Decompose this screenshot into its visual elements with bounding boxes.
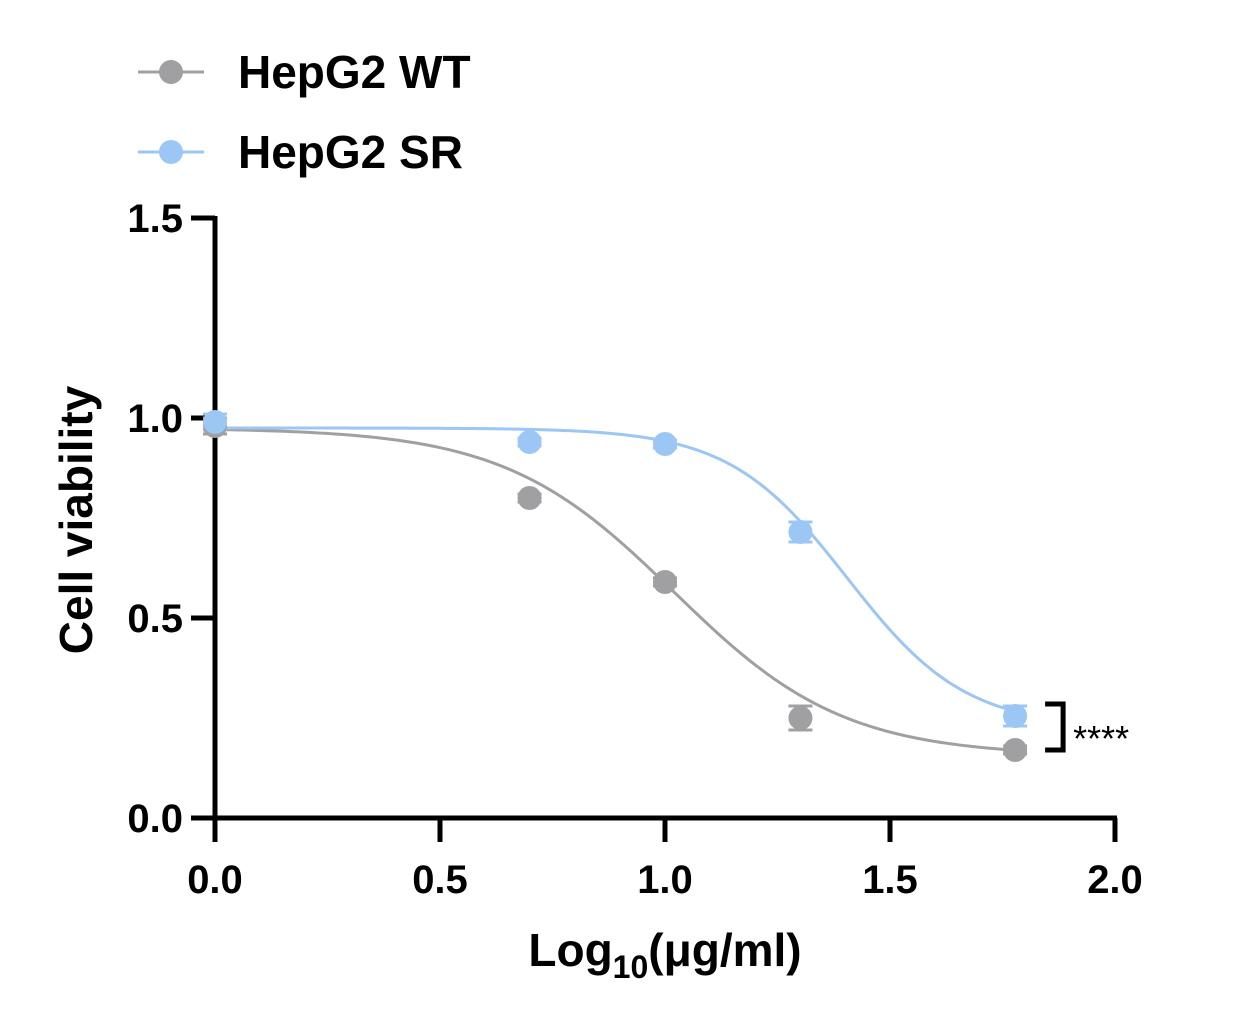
x-ticks: 0.0 0.5 1.0 1.5 2.0 xyxy=(187,818,1143,902)
y-tick-label: 1.5 xyxy=(127,197,183,241)
y-axis-title: Cell viability xyxy=(50,385,102,654)
significance-annotation: **** xyxy=(1045,701,1129,759)
legend-marker-sr xyxy=(159,140,183,164)
x-tick-label: 2.0 xyxy=(1087,858,1143,902)
data-point-sr xyxy=(788,520,813,544)
data-point-wt xyxy=(653,570,677,594)
legend-item-wt: HepG2 WT xyxy=(138,46,471,98)
axes: 0.0 0.5 1.0 1.5 0.0 0.5 1.0 1.5 2.0 xyxy=(127,197,1142,902)
legend-item-sr: HepG2 SR xyxy=(138,126,463,178)
x-tick-label: 0.0 xyxy=(187,858,243,902)
x-tick-label: 1.5 xyxy=(862,858,918,902)
x-tick-label: 1.0 xyxy=(637,858,693,902)
x-axis-title: Log10(μg/ml) xyxy=(528,924,801,985)
fit-curve-wt xyxy=(214,427,1016,752)
x-axis-title-main: Log xyxy=(528,924,612,976)
legend-label-sr: HepG2 SR xyxy=(238,126,463,178)
y-tick-label: 0.0 xyxy=(127,797,183,841)
x-tick-label: 0.5 xyxy=(412,858,468,902)
data-point-sr xyxy=(1003,704,1028,728)
error-bars xyxy=(203,412,1028,756)
data-point-sr xyxy=(653,432,677,456)
data-point-wt xyxy=(517,486,542,510)
data-point-wt xyxy=(1003,738,1028,762)
significance-label: **** xyxy=(1073,718,1129,759)
legend: HepG2 WT HepG2 SR xyxy=(138,46,471,178)
legend-label-wt: HepG2 WT xyxy=(238,46,471,98)
data-points xyxy=(203,410,1028,762)
data-point-sr xyxy=(203,410,227,434)
fit-curves xyxy=(214,426,1016,752)
fit-curve-sr xyxy=(215,426,1016,713)
y-tick-label: 1.0 xyxy=(127,397,183,441)
legend-marker-wt xyxy=(159,60,183,84)
y-ticks: 0.0 0.5 1.0 1.5 xyxy=(127,197,215,841)
y-tick-label: 0.5 xyxy=(127,597,183,641)
x-axis-title-rest: (μg/ml) xyxy=(648,924,801,976)
data-point-sr xyxy=(517,430,542,454)
significance-bracket xyxy=(1045,701,1066,753)
data-point-wt xyxy=(788,706,813,730)
x-axis-title-subscript: 10 xyxy=(613,949,649,985)
